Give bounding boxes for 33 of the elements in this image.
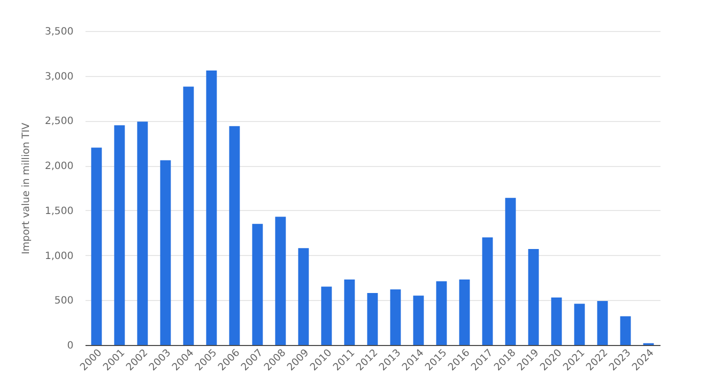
bar — [620, 316, 631, 345]
bar — [114, 125, 125, 345]
bar — [183, 86, 194, 345]
y-tick-label: 1,000 — [44, 250, 74, 262]
y-tick-label: 1,500 — [44, 206, 74, 217]
bar — [597, 301, 608, 345]
bar — [505, 198, 516, 345]
bar — [137, 122, 148, 345]
bar — [298, 248, 309, 345]
y-tick-label: 2,500 — [44, 116, 74, 128]
bar — [482, 237, 493, 345]
y-tick-label: 500 — [54, 296, 74, 307]
bar — [160, 160, 171, 345]
bar — [275, 216, 286, 345]
bar — [252, 224, 263, 345]
bar — [390, 289, 401, 345]
bar — [229, 126, 240, 345]
bar — [528, 249, 539, 345]
bar — [344, 280, 355, 345]
y-tick-label: 3,500 — [44, 26, 74, 38]
bar — [574, 304, 585, 345]
y-tick-label: 3,000 — [44, 71, 74, 82]
y-tick-label: 2,000 — [44, 161, 74, 172]
bar — [367, 292, 378, 345]
bar — [321, 286, 332, 345]
bar — [206, 70, 217, 345]
y-tick-label: 0 — [67, 340, 74, 352]
bar — [436, 281, 447, 345]
bar — [551, 297, 562, 345]
bar — [91, 148, 102, 345]
bar — [413, 296, 424, 345]
bar — [459, 280, 470, 345]
y-axis-title: Import value in million TIV — [20, 122, 32, 254]
